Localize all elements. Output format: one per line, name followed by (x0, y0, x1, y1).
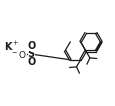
Text: O: O (27, 41, 35, 51)
Text: K$^+$: K$^+$ (4, 40, 20, 53)
Text: S: S (27, 49, 35, 59)
Text: O: O (27, 57, 35, 67)
Text: $^-$O: $^-$O (10, 49, 27, 60)
